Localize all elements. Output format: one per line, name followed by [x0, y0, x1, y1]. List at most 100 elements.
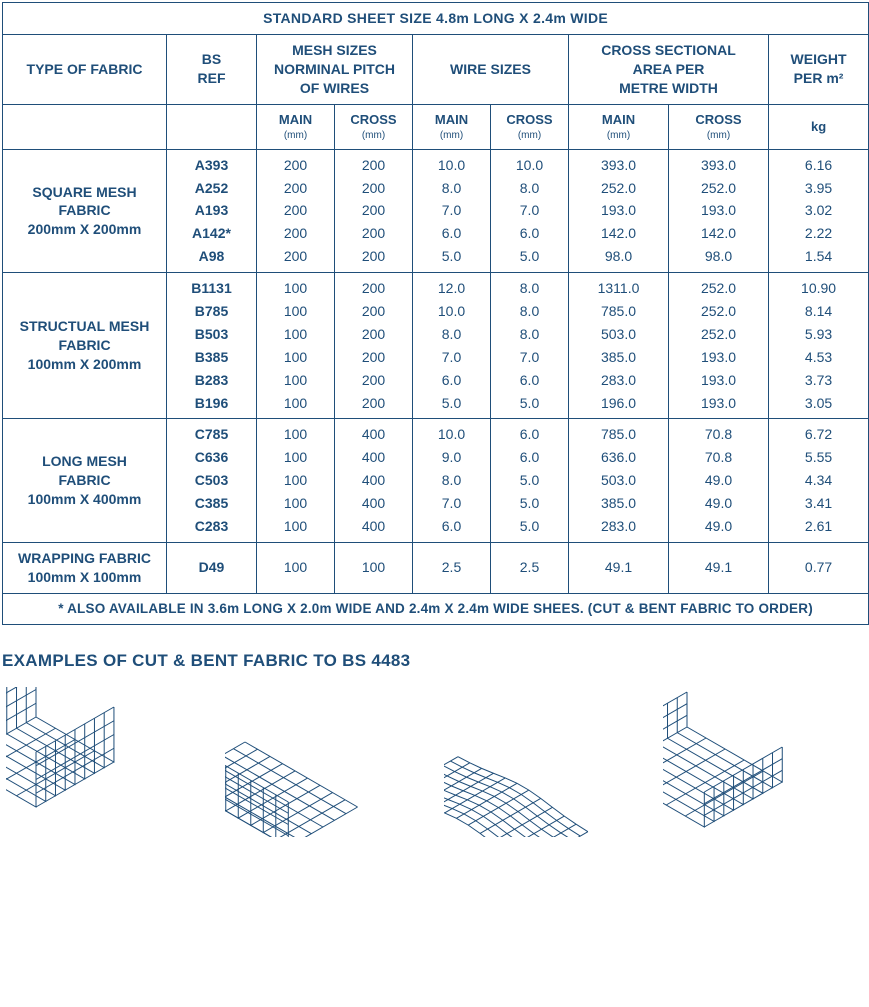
fabric-type-cell: STRUCTUAL MESHFABRIC100mm X 200mm — [3, 273, 167, 419]
cell-value: 8.0 — [520, 179, 539, 198]
table-row: SQUARE MESHFABRIC200mm X 200mmA393A252A1… — [3, 149, 869, 272]
cell-value: 100 — [284, 517, 307, 536]
bs-ref-value: C503 — [195, 471, 228, 490]
area-cross-cell: 252.0252.0252.0193.0193.0193.0 — [669, 273, 769, 419]
sub-mesh-main: MAIN(mm) — [257, 104, 335, 149]
bs-ref-value: A193 — [195, 201, 228, 220]
cell-value: 193.0 — [601, 201, 636, 220]
wire-cross-cell: 10.08.07.06.05.0 — [491, 149, 569, 272]
cell-value: 7.0 — [442, 348, 461, 367]
hdr-weight: WEIGHTPER m² — [769, 34, 869, 104]
cell-value: 200 — [362, 371, 385, 390]
cell-value: 636.0 — [601, 448, 636, 467]
cell-value: 142.0 — [701, 224, 736, 243]
cell-value: 7.0 — [520, 348, 539, 367]
cell-value: 2.22 — [805, 224, 832, 243]
cell-value: 200 — [284, 247, 307, 266]
cell-value: 8.0 — [442, 179, 461, 198]
cell-value: 252.0 — [701, 279, 736, 298]
wire-main-cell: 10.08.07.06.05.0 — [413, 149, 491, 272]
cell-value: 252.0 — [701, 179, 736, 198]
cell-value: 8.0 — [520, 302, 539, 321]
cell-value: 100 — [362, 558, 385, 577]
table-footnote: * ALSO AVAILABLE IN 3.6m LONG X 2.0m WID… — [3, 593, 869, 624]
cell-value: 70.8 — [705, 425, 732, 444]
cell-value: 100 — [284, 558, 307, 577]
table-row: LONG MESHFABRIC100mm X 400mmC785C636C503… — [3, 419, 869, 542]
cell-value: 2.5 — [520, 558, 539, 577]
cell-value: 252.0 — [701, 302, 736, 321]
cell-value: 6.0 — [520, 224, 539, 243]
cell-value: 6.0 — [520, 425, 539, 444]
bs-ref-value: C283 — [195, 517, 228, 536]
fabric-type-cell: WRAPPING FABRIC100mm X 100mm — [3, 542, 167, 593]
bs-ref-cell: A393A252A193A142*A98 — [167, 149, 257, 272]
cell-value: 393.0 — [601, 156, 636, 175]
cell-value: 9.0 — [442, 448, 461, 467]
mesh-cross-cell: 200200200200200200 — [335, 273, 413, 419]
cell-value: 200 — [362, 325, 385, 344]
sub-weight-kg: kg — [769, 104, 869, 149]
sub-blank-2 — [167, 104, 257, 149]
area-main-cell: 393.0252.0193.0142.098.0 — [569, 149, 669, 272]
cell-value: 193.0 — [701, 394, 736, 413]
cell-value: 100 — [284, 371, 307, 390]
shapes-row — [2, 681, 867, 851]
wire-cross-cell: 2.5 — [491, 542, 569, 593]
cell-value: 6.0 — [442, 517, 461, 536]
bs-ref-value: B1131 — [191, 279, 231, 298]
cell-value: 49.1 — [705, 558, 732, 577]
bs-ref-value: B283 — [195, 371, 228, 390]
cell-value: 0.77 — [805, 558, 832, 577]
cell-value: 385.0 — [601, 348, 636, 367]
cell-value: 400 — [362, 471, 385, 490]
cell-value: 3.73 — [805, 371, 832, 390]
cell-value: 98.0 — [605, 247, 632, 266]
bs-ref-value: B503 — [195, 325, 228, 344]
bs-ref-value: A142* — [192, 224, 231, 243]
table-row: WRAPPING FABRIC100mm X 100mm D49 100 100 2.5… — [3, 542, 869, 593]
fabric-type-cell: SQUARE MESHFABRIC200mm X 200mm — [3, 149, 167, 272]
sub-wire-main: MAIN(mm) — [413, 104, 491, 149]
cell-value: 400 — [362, 448, 385, 467]
cell-value: 200 — [362, 348, 385, 367]
cell-value: 5.55 — [805, 448, 832, 467]
cell-value: 100 — [284, 325, 307, 344]
bs-ref-value: A252 — [195, 179, 228, 198]
cell-value: 100 — [284, 471, 307, 490]
cell-value: 5.0 — [520, 517, 539, 536]
cell-value: 200 — [362, 224, 385, 243]
area-cross-cell: 70.870.849.049.049.0 — [669, 419, 769, 542]
cell-value: 6.16 — [805, 156, 832, 175]
cell-value: 193.0 — [701, 348, 736, 367]
cell-value: 49.0 — [705, 471, 732, 490]
cell-value: 5.0 — [520, 471, 539, 490]
cell-value: 100 — [284, 425, 307, 444]
cell-value: 3.41 — [805, 494, 832, 513]
wire-cross-cell: 8.08.08.07.06.05.0 — [491, 273, 569, 419]
cell-value: 100 — [284, 448, 307, 467]
bs-ref-value: C636 — [195, 448, 228, 467]
cell-value: 8.0 — [442, 471, 461, 490]
cell-value: 49.1 — [605, 558, 632, 577]
cell-value: 70.8 — [705, 448, 732, 467]
mesh-main-cell: 100 — [257, 542, 335, 593]
table-row: STRUCTUAL MESHFABRIC100mm X 200mmB1131B7… — [3, 273, 869, 419]
cell-value: 400 — [362, 425, 385, 444]
cell-value: 7.0 — [520, 201, 539, 220]
cell-value: 100 — [284, 302, 307, 321]
bs-ref-value: D49 — [199, 558, 225, 577]
cell-value: 503.0 — [601, 471, 636, 490]
cell-value: 200 — [362, 156, 385, 175]
mesh-cross-cell: 100 — [335, 542, 413, 593]
sub-area-main: MAIN(mm) — [569, 104, 669, 149]
flat-sheet-mesh-icon — [444, 687, 644, 837]
hdr-mesh-sizes: MESH SIZESNORMINAL PITCHOF WIRES — [257, 34, 413, 104]
cell-value: 10.90 — [801, 279, 836, 298]
weight-cell: 10.908.145.934.533.733.05 — [769, 273, 869, 419]
cell-value: 2.5 — [442, 558, 461, 577]
cell-value: 6.0 — [520, 448, 539, 467]
cell-value: 8.0 — [442, 325, 461, 344]
sub-wire-cross: CROSS(mm) — [491, 104, 569, 149]
cell-value: 200 — [284, 201, 307, 220]
